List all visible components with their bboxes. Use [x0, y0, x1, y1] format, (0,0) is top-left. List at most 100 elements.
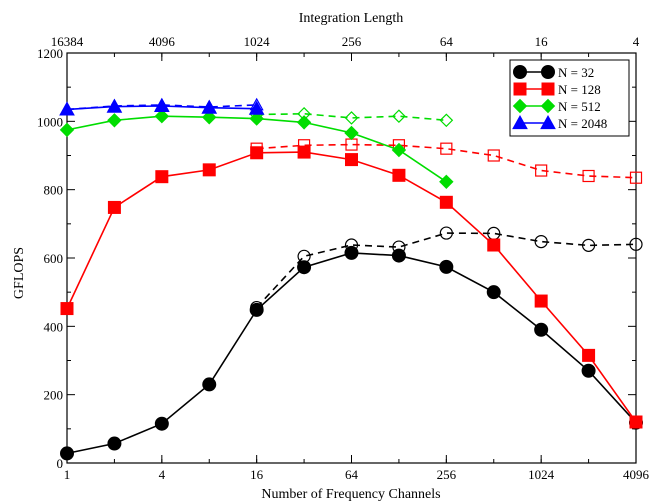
series-000000-dashed-point: [581, 238, 596, 252]
series-ff0000-solid-point: [345, 153, 358, 167]
series-0000ff-dashed-line: [66, 104, 257, 111]
x-axis-title: Number of Frequency Channels: [261, 487, 440, 502]
series-ff0000-solid-point: [392, 168, 406, 182]
series-0000ff-solid-point: [201, 99, 218, 114]
legend-marker: [541, 82, 555, 96]
series-ff0000-dashed-point: [487, 149, 500, 162]
legend-marker: [512, 114, 528, 130]
series-000000-solid-point: [297, 260, 312, 275]
series-ff0000-solid-point: [297, 145, 311, 159]
series-00dd00-solid-point: [391, 142, 407, 158]
y-tick-label: 200: [44, 388, 64, 403]
series-00dd00-solid: [59, 109, 454, 190]
x-tick-label: 1024: [528, 467, 555, 482]
series-ff0000-dashed-point: [535, 164, 548, 177]
x2-tick-label: 16384: [51, 34, 84, 49]
x2-tick-label: 64: [440, 34, 454, 49]
series-00dd00-solid-point: [154, 109, 170, 124]
series-000000-solid-point: [486, 285, 501, 300]
series-ff0000-solid-point: [60, 302, 74, 316]
series-0000ff-solid-point: [248, 100, 265, 115]
series-ff0000-solid-point: [487, 238, 501, 252]
series-00dd00-solid-point: [439, 174, 454, 190]
y-tick-label: 1000: [37, 114, 63, 129]
series-000000-solid-point: [344, 245, 359, 260]
series-00dd00-dashed-point: [439, 113, 454, 128]
series-ff0000-solid-point: [629, 415, 643, 429]
x2-tick-label: 4096: [149, 34, 176, 49]
series-ff0000-dashed-point: [440, 142, 453, 155]
legend-label: N = 32: [558, 65, 594, 80]
series-ff0000-dashed-point: [582, 169, 595, 183]
x2-tick-label: 4: [633, 34, 640, 49]
series-000000-dashed-point: [629, 237, 643, 251]
series-ff0000-solid-point: [155, 170, 169, 184]
series-00dd00-solid-point: [296, 115, 312, 130]
series-00dd00-dashed-point: [344, 111, 359, 125]
legend-label: N = 512: [558, 99, 601, 114]
series-0000ff-solid-point: [59, 101, 75, 116]
series-00dd00-solid-point: [107, 113, 122, 128]
x2-tick-label: 1024: [244, 34, 271, 49]
y-tick-label: 1200: [37, 46, 63, 61]
legend-label: N = 128: [558, 82, 601, 97]
x2-tick-label: 256: [342, 34, 362, 49]
series-000000-solid-point: [534, 322, 549, 337]
series-000000-solid-point: [107, 436, 122, 451]
legend-marker: [513, 82, 527, 96]
x-tick-label: 64: [345, 467, 359, 482]
legend-marker: [512, 98, 528, 114]
series-ff0000-solid-point: [534, 294, 548, 308]
series-0000ff-solid-point: [106, 98, 123, 113]
series-000000-solid-point: [439, 259, 454, 274]
y-tick-label: 600: [44, 251, 64, 266]
series-000000-dashed-point: [439, 226, 453, 240]
series-ff0000-dashed-point: [629, 171, 643, 184]
series-00dd00-dashed-point: [392, 109, 406, 124]
plot-area: 1 4 16 64 256 1024 4096 16384 4096 1024 256 64 16 4 0 2…: [37, 34, 650, 482]
series-ff0000-solid-point: [107, 200, 121, 214]
series-0000ff-solid: [59, 97, 265, 116]
series-ff0000-solid-point: [202, 163, 216, 177]
series-000000-solid-point: [391, 248, 406, 263]
series-000000-solid-point: [581, 363, 596, 378]
y-tick-label: 0: [57, 456, 64, 471]
series-000000-solid-point: [60, 446, 74, 461]
series-000000-solid-point: [202, 377, 217, 392]
legend-marker: [513, 65, 527, 79]
legend: N = 32 N = 128 N = 512 N = 2048: [509, 59, 630, 137]
series-000000-dashed-point: [534, 235, 548, 249]
x-tick-label: 256: [437, 467, 457, 482]
series-ff0000-solid-line: [66, 151, 637, 423]
series-000000-solid-point: [154, 416, 169, 431]
legend-marker: [540, 98, 556, 114]
series-000000-solid-point: [249, 302, 264, 317]
y-tick-label: 800: [44, 183, 64, 198]
series-000000-solid: [60, 245, 643, 461]
series-ff0000-solid-point: [250, 146, 264, 160]
x-tick-label: 4: [159, 467, 166, 482]
series-00dd00-solid-point: [249, 111, 264, 126]
series-000000-solid-line: [66, 252, 637, 455]
series-00dd00-dashed: [249, 106, 454, 128]
series-00dd00-solid-point: [59, 122, 75, 138]
series-ff0000-solid: [60, 145, 643, 429]
x-tick-label: 1: [64, 467, 71, 482]
legend-marker: [540, 114, 556, 130]
x-tick-label: 4096: [623, 467, 650, 482]
series-ff0000-dashed-line: [256, 143, 637, 179]
x-tick-label: 16: [250, 467, 264, 482]
series-00dd00-dashed-line: [256, 112, 447, 122]
series-000000-dashed-line: [256, 232, 637, 309]
series-00dd00-solid-point: [344, 125, 359, 141]
x2-tick-label: 16: [535, 34, 549, 49]
series-0000ff-solid-point: [153, 97, 170, 113]
y-tick-label: 400: [44, 319, 64, 334]
legend-marker: [541, 65, 555, 79]
series-ff0000-solid-point: [582, 348, 596, 362]
top-axis-title: Integration Length: [299, 11, 404, 26]
series-ff0000-solid-point: [439, 195, 453, 209]
y-axis-title: GFLOPS: [12, 247, 27, 299]
series-00dd00-solid-point: [202, 110, 217, 125]
